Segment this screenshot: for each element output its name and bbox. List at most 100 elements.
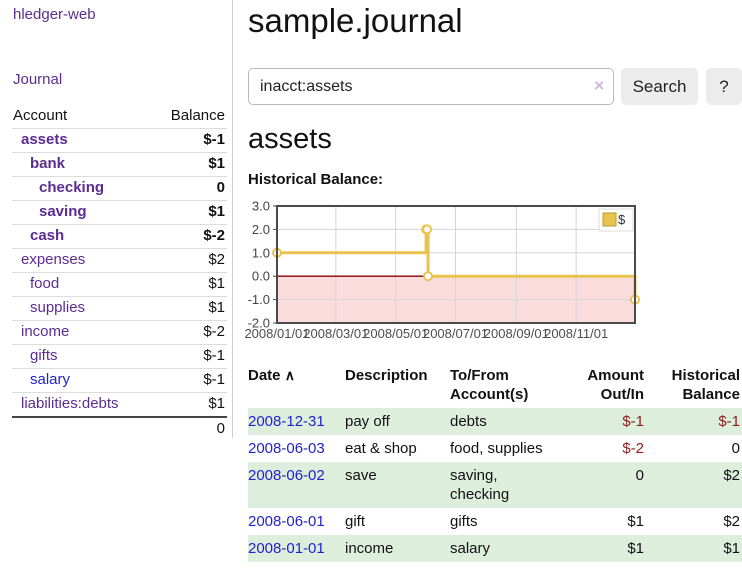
svg-text:0.0: 0.0 xyxy=(252,269,270,284)
accounts-table: Account Balance assets $-1 bank $1 checking 0… xyxy=(12,104,227,441)
svg-text:-1.0: -1.0 xyxy=(248,292,270,307)
transaction-balance: $2 xyxy=(723,513,740,530)
transaction-description: pay off xyxy=(345,413,390,430)
register-row: 2008-12-31 pay off debts $-1 $-1 xyxy=(248,408,742,435)
svg-text:2008/11/01: 2008/11/01 xyxy=(544,326,608,341)
register-header-row: Date ∧ Description To/From Account(s) Am… xyxy=(248,362,742,408)
nav-journal-link[interactable]: Journal xyxy=(13,71,63,88)
account-link[interactable]: salary xyxy=(30,371,71,388)
register-header-amount: Amount Out/In xyxy=(587,367,644,403)
account-link[interactable]: bank xyxy=(30,155,66,172)
account-balance: $-1 xyxy=(142,128,227,153)
account-link[interactable]: saving xyxy=(39,203,87,220)
account-row: assets $-1 xyxy=(12,128,227,153)
register-table: Date ∧ Description To/From Account(s) Am… xyxy=(248,362,742,562)
transaction-amount: $-1 xyxy=(622,413,644,430)
transaction-date-link[interactable]: 2008-06-01 xyxy=(248,513,325,530)
account-balance: $2 xyxy=(142,248,227,273)
account-link[interactable]: checking xyxy=(39,179,105,196)
transaction-balance: $2 xyxy=(723,467,740,484)
transaction-balance: $-1 xyxy=(718,413,740,430)
svg-text:2008/01/01: 2008/01/01 xyxy=(244,326,309,341)
account-balance: $1 xyxy=(142,200,227,225)
account-link[interactable]: food xyxy=(30,275,60,292)
svg-text:2008/07/01: 2008/07/01 xyxy=(423,326,488,341)
account-row: supplies $1 xyxy=(12,296,227,321)
transaction-amount: $1 xyxy=(627,513,644,530)
account-link[interactable]: gifts xyxy=(30,347,58,364)
account-balance: $1 xyxy=(142,272,227,297)
account-row: expenses $2 xyxy=(12,248,227,273)
register-header-balance: Historical Balance xyxy=(671,367,740,403)
transaction-amount: $-2 xyxy=(622,440,644,457)
account-balance: $-1 xyxy=(142,344,227,369)
transaction-accounts: salary xyxy=(450,540,491,557)
sort-ascending-icon[interactable]: ∧ xyxy=(284,367,295,383)
account-link[interactable]: supplies xyxy=(30,299,86,316)
account-row: salary $-1 xyxy=(12,368,227,393)
account-row: liabilities:debts $1 xyxy=(12,392,227,417)
register-header-accounts: To/From Account(s) xyxy=(450,367,529,403)
register-row: 2008-06-02 save saving, checking 0 $2 xyxy=(248,462,742,508)
transaction-accounts: debts xyxy=(450,413,487,430)
search-input[interactable] xyxy=(248,68,614,105)
account-link[interactable]: income xyxy=(21,323,70,340)
transaction-description: eat & shop xyxy=(345,440,417,457)
account-link[interactable]: expenses xyxy=(21,251,86,268)
clear-search-icon[interactable]: × xyxy=(594,76,604,95)
search-button[interactable]: Search xyxy=(621,68,698,105)
svg-text:2008/03/01: 2008/03/01 xyxy=(303,326,368,341)
register-header-date[interactable]: Date ∧ xyxy=(248,367,295,384)
transaction-balance: $1 xyxy=(723,540,740,557)
account-row: checking 0 xyxy=(12,176,227,201)
svg-text:2.0: 2.0 xyxy=(252,222,270,237)
accounts-header-account: Account xyxy=(13,107,68,124)
account-link[interactable]: liabilities:debts xyxy=(21,395,119,412)
account-balance: $1 xyxy=(142,296,227,321)
account-row: saving $1 xyxy=(12,200,227,225)
transaction-balance: 0 xyxy=(731,440,740,457)
account-balance: $-2 xyxy=(142,320,227,345)
svg-text:2008/05/01: 2008/05/01 xyxy=(363,326,428,341)
help-button[interactable]: ? xyxy=(706,68,742,105)
transaction-description: save xyxy=(345,467,377,484)
chart-title: Historical Balance: xyxy=(248,171,384,188)
transaction-accounts: saving, checking xyxy=(450,467,510,503)
accounts-header-row: Account Balance xyxy=(12,104,227,129)
transaction-date-link[interactable]: 2008-01-01 xyxy=(248,540,325,557)
balance-chart[interactable]: 3.0 2.0 1.0 0.0 -1.0 -2.0 2008/01/01 2008/03/01… xyxy=(240,197,742,347)
account-row: gifts $-1 xyxy=(12,344,227,369)
account-balance: $-1 xyxy=(142,368,227,393)
transaction-date-link[interactable]: 2008-06-02 xyxy=(248,467,325,484)
svg-text:2008/09/01: 2008/09/01 xyxy=(484,326,549,341)
accounts-total: 0 xyxy=(142,416,227,441)
transaction-accounts: food, supplies xyxy=(450,440,543,457)
register-row: 2008-01-01 income salary $1 $1 xyxy=(248,535,742,562)
account-row: food $1 xyxy=(12,272,227,297)
account-row: income $-2 xyxy=(12,320,227,345)
transaction-accounts: gifts xyxy=(450,513,478,530)
balance-chart-svg: 3.0 2.0 1.0 0.0 -1.0 -2.02008/01/012008/03/01… xyxy=(244,199,640,341)
account-row: cash $-2 xyxy=(12,224,227,249)
transaction-date-link[interactable]: 2008-12-31 xyxy=(248,413,325,430)
search-form: × Search ? xyxy=(248,68,742,105)
page-title: sample.journal xyxy=(248,2,463,39)
transaction-amount: 0 xyxy=(635,467,644,484)
brand-link[interactable]: hledger-web xyxy=(13,6,96,23)
account-link[interactable]: cash xyxy=(30,227,65,244)
account-balance: $1 xyxy=(142,152,227,177)
main-content: sample.journal × Search ? assets Histori… xyxy=(244,0,742,582)
account-link[interactable]: assets xyxy=(21,131,68,148)
transaction-date-link[interactable]: 2008-06-03 xyxy=(248,440,325,457)
svg-text:3.0: 3.0 xyxy=(252,199,270,214)
accounts-header-balance: Balance xyxy=(170,107,225,124)
account-balance: $1 xyxy=(142,392,227,417)
transaction-description: income xyxy=(345,540,394,557)
svg-text:$: $ xyxy=(618,212,626,227)
account-row: bank $1 xyxy=(12,152,227,177)
transaction-description: gift xyxy=(345,513,366,530)
svg-text:1.0: 1.0 xyxy=(252,245,270,260)
account-balance: 0 xyxy=(142,176,227,201)
account-balance: $-2 xyxy=(142,224,227,249)
